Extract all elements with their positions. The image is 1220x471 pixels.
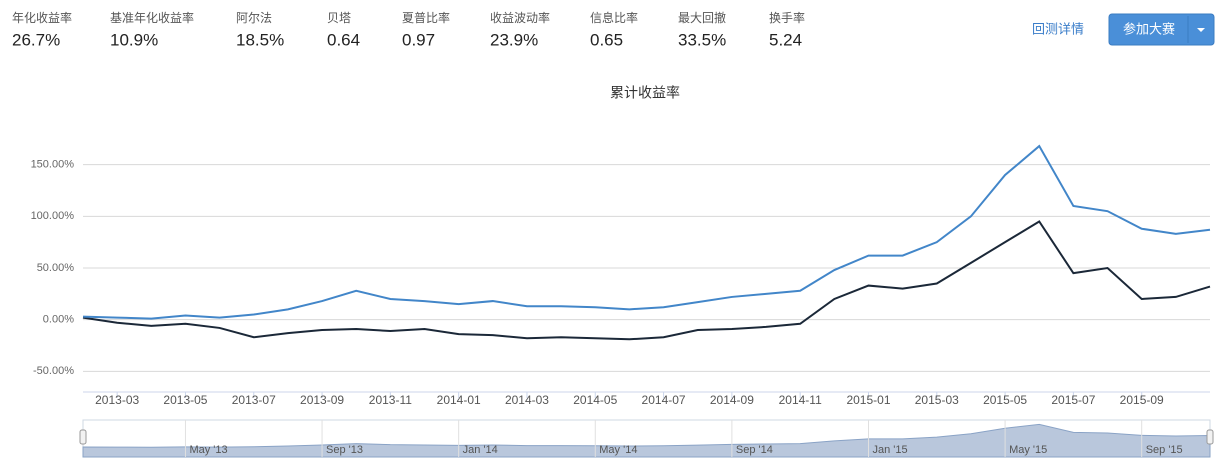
y-tick-label: 150.00% [31,159,75,171]
navigator-area [82,423,1211,458]
y-tick-label: 0.00% [43,314,74,326]
details-link[interactable]: 回测详情 [1032,21,1084,36]
x-tick-label: 2015-07 [1051,393,1095,407]
x-tick-label: 2014-09 [710,393,754,407]
x-tick-label: 2014-01 [437,393,481,407]
x-tick-label: 2014-07 [642,393,686,407]
x-tick-label: 2015-05 [983,393,1027,407]
x-tick-label: 2015-03 [915,393,959,407]
metric-value: 18.5% [236,30,284,49]
navigator-label: Sep '15 [1146,444,1183,456]
metric-label: 最大回撤 [678,10,726,25]
metric-value: 33.5% [678,30,726,49]
metric-label: 年化收益率 [12,10,72,25]
navigator-label: Jan '15 [872,444,907,456]
metric-value: 0.65 [590,30,623,49]
series-line [82,144,1211,320]
x-tick-label: 2014-03 [505,393,549,407]
x-tick-label: 2013-05 [163,393,207,407]
navigator-label: May '14 [599,444,637,456]
metric-label: 基准年化收益率 [110,10,194,25]
metric-label: 信息比率 [590,10,638,25]
metric-label: 换手率 [769,10,805,25]
metric-label: 贝塔 [327,11,351,25]
x-tick-label: 2013-03 [95,393,139,407]
y-tick-label: 50.00% [37,262,75,274]
navigator-handle[interactable] [79,429,87,445]
y-tick-label: 100.00% [31,210,75,222]
x-tick-label: 2013-11 [369,393,412,407]
x-tick-label: 2014-11 [779,393,822,407]
navigator-label: Sep '14 [736,444,773,456]
navigator-label: May '15 [1009,444,1047,456]
x-tick-label: 2015-09 [1120,393,1164,407]
x-tick-label: 2015-01 [846,393,890,407]
x-tick-label: 2013-07 [232,393,276,407]
x-tick-label: 2013-09 [300,393,344,407]
navigator-label: May '13 [189,444,227,456]
metric-value: 0.97 [402,30,435,49]
join-button-label[interactable]: 参加大赛 [1123,21,1175,36]
chart-title: 累计收益率 [610,85,680,101]
series-line [82,220,1211,341]
metric-value: 0.64 [327,30,360,49]
metric-label: 夏普比率 [402,10,450,25]
metric-label: 阿尔法 [236,10,272,25]
metric-value: 5.24 [769,30,802,49]
navigator-label: Sep '13 [326,444,363,456]
metric-value: 10.9% [110,30,158,49]
y-tick-label: -50.00% [33,365,74,377]
navigator-handle[interactable] [1206,429,1214,445]
dropdown-caret[interactable] [1197,28,1205,32]
metric-value: 23.9% [490,30,538,49]
x-tick-label: 2014-05 [573,393,617,407]
metric-label: 收益波动率 [490,10,550,25]
metric-value: 26.7% [12,30,60,49]
navigator-label: Jan '14 [463,444,498,456]
